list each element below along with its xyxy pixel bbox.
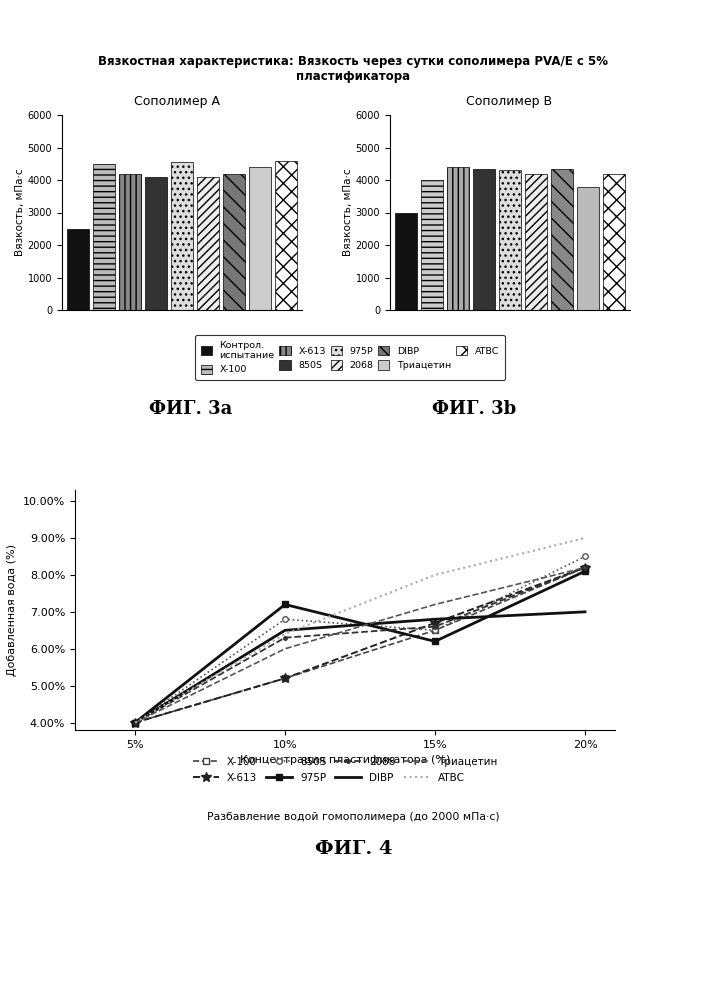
Line: X-100: X-100 — [132, 565, 588, 725]
Y-axis label: Вязкость, мПа·с: Вязкость, мПа·с — [343, 169, 353, 256]
975P — [281, 598, 289, 610]
ATBC — [131, 717, 139, 729]
Text: Сополимер В: Сополимер В — [466, 95, 552, 108]
Bar — [577, 186, 600, 310]
2088 — [281, 632, 289, 644]
Line: 975P: 975P — [132, 568, 588, 726]
Bar — [275, 160, 298, 310]
DIBP — [281, 624, 289, 636]
X-axis label: Концентрация пластификатора (%): Концентрация пластификатора (%) — [240, 755, 450, 765]
Y-axis label: Добавленная вода (%): Добавленная вода (%) — [8, 544, 18, 676]
Bar — [171, 162, 193, 310]
Line: Триацетин: Триацетин — [135, 568, 585, 723]
ATBC — [580, 532, 589, 544]
Text: Сополимер А: Сополимер А — [134, 95, 220, 108]
Триацетин — [431, 598, 439, 610]
975P — [431, 635, 439, 647]
Bar — [197, 177, 219, 310]
Bar — [603, 174, 626, 310]
Bar — [447, 167, 469, 310]
Bar — [145, 177, 167, 310]
Legend: Контрол.
испытание, X-100, X-613, 850S, 975P, 2068, DIBP, Триацетин, ATBC: Контрол. испытание, X-100, X-613, 850S, … — [195, 335, 505, 380]
X-100 — [431, 624, 439, 636]
Bar — [119, 174, 141, 310]
Bar — [249, 167, 271, 310]
Text: ФИГ. 3b: ФИГ. 3b — [431, 400, 516, 418]
975P — [131, 717, 139, 729]
Text: Разбавление водой гомополимера (до 2000 мПа·с): Разбавление водой гомополимера (до 2000 … — [207, 812, 500, 822]
DIBP — [131, 717, 139, 729]
Text: ФИГ. 3а: ФИГ. 3а — [149, 400, 233, 418]
2088 — [131, 717, 139, 729]
X-613 — [131, 717, 139, 729]
Bar — [473, 169, 495, 310]
X-100 — [580, 562, 589, 574]
Legend: X-100, X-613, 850S, 975P, 2088, DIBP, Триацетин, ATBC: X-100, X-613, 850S, 975P, 2088, DIBP, Тр… — [188, 753, 501, 787]
DIBP — [580, 606, 589, 618]
Bar — [499, 170, 521, 310]
Text: Вязкостная характеристика: Вязкость через сутки сополимера PVA/E с 5%
пластифика: Вязкостная характеристика: Вязкость чере… — [98, 55, 609, 83]
X-100 — [281, 672, 289, 684]
850S — [131, 717, 139, 729]
Триацетин — [281, 643, 289, 655]
975P — [580, 565, 589, 577]
Bar — [551, 169, 573, 310]
X-613 — [580, 562, 589, 574]
Bar — [421, 180, 443, 310]
Line: 850S: 850S — [132, 554, 588, 725]
DIBP — [431, 613, 439, 625]
Line: 2088: 2088 — [132, 564, 588, 726]
Триацетин — [580, 562, 589, 574]
Bar — [223, 174, 245, 310]
Line: DIBP: DIBP — [135, 612, 585, 723]
Line: X-613: X-613 — [130, 563, 590, 727]
Bar — [395, 213, 416, 310]
2088 — [580, 562, 589, 574]
850S — [580, 550, 589, 562]
ATBC — [431, 569, 439, 581]
Text: ФИГ. 4: ФИГ. 4 — [315, 840, 392, 858]
Bar — [93, 164, 115, 310]
Bar — [525, 174, 547, 310]
Line: ATBC: ATBC — [135, 538, 585, 723]
Bar — [66, 229, 89, 310]
X-100 — [131, 717, 139, 729]
Y-axis label: Вязкость, мПа·с: Вязкость, мПа·с — [15, 169, 25, 256]
850S — [281, 613, 289, 625]
850S — [431, 624, 439, 636]
Триацетин — [131, 717, 139, 729]
X-613 — [431, 617, 439, 629]
X-613 — [281, 672, 289, 684]
ATBC — [281, 628, 289, 640]
2088 — [431, 621, 439, 633]
